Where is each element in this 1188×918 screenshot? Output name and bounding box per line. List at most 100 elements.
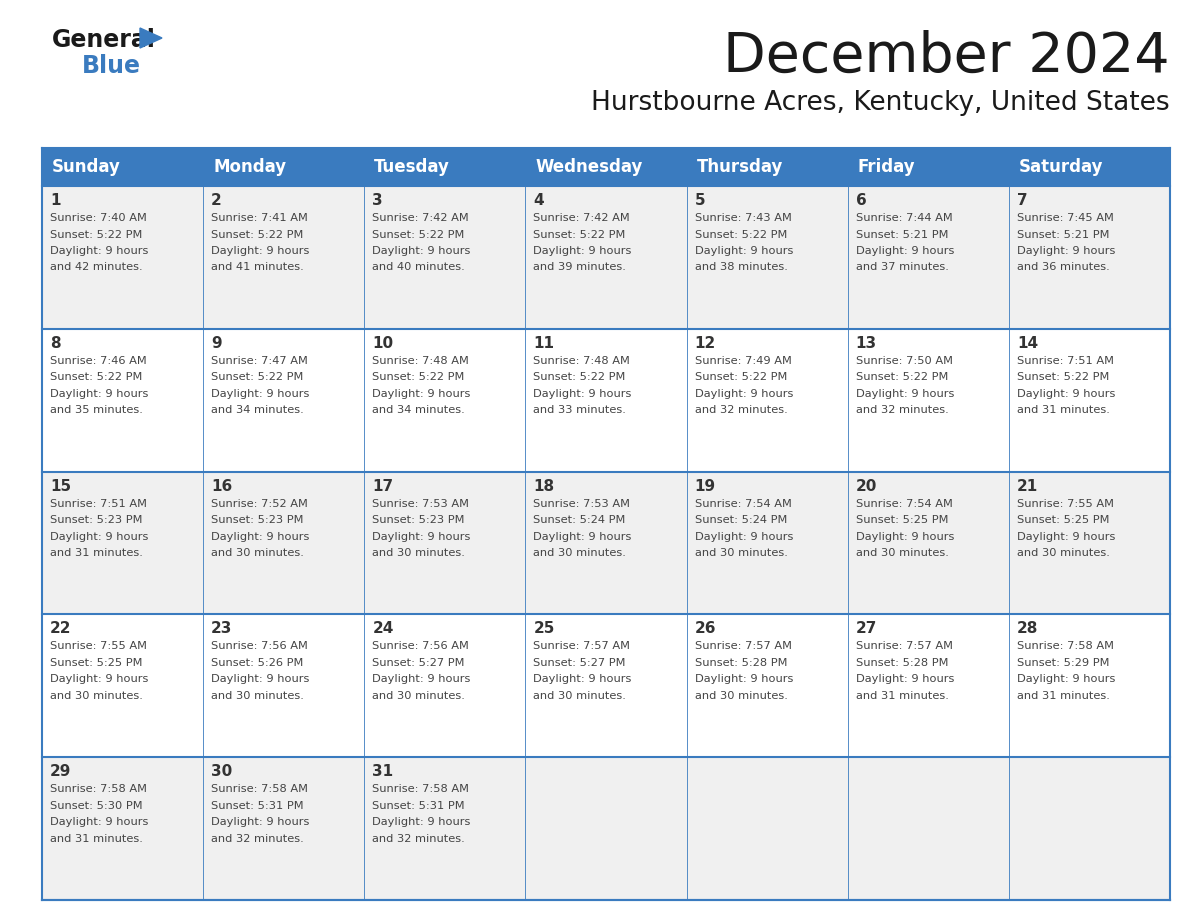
Text: Daylight: 9 hours: Daylight: 9 hours: [855, 532, 954, 542]
Text: Sunrise: 7:55 AM: Sunrise: 7:55 AM: [50, 642, 147, 652]
Text: and 31 minutes.: and 31 minutes.: [50, 548, 143, 558]
Text: 7: 7: [1017, 193, 1028, 208]
Text: Daylight: 9 hours: Daylight: 9 hours: [50, 817, 148, 827]
Text: Daylight: 9 hours: Daylight: 9 hours: [533, 675, 632, 685]
Text: and 30 minutes.: and 30 minutes.: [695, 691, 788, 701]
Text: 5: 5: [695, 193, 706, 208]
Text: Daylight: 9 hours: Daylight: 9 hours: [50, 675, 148, 685]
Text: Daylight: 9 hours: Daylight: 9 hours: [533, 532, 632, 542]
Text: Sunday: Sunday: [52, 158, 121, 176]
Text: and 30 minutes.: and 30 minutes.: [1017, 548, 1110, 558]
Text: Sunset: 5:25 PM: Sunset: 5:25 PM: [50, 658, 143, 668]
Text: and 31 minutes.: and 31 minutes.: [1017, 691, 1110, 701]
Text: Sunset: 5:27 PM: Sunset: 5:27 PM: [533, 658, 626, 668]
Text: and 41 minutes.: and 41 minutes.: [211, 263, 304, 273]
Text: and 35 minutes.: and 35 minutes.: [50, 406, 143, 415]
Polygon shape: [140, 28, 162, 48]
Text: Sunrise: 7:53 AM: Sunrise: 7:53 AM: [533, 498, 631, 509]
Text: Sunrise: 7:42 AM: Sunrise: 7:42 AM: [533, 213, 630, 223]
Text: and 36 minutes.: and 36 minutes.: [1017, 263, 1110, 273]
Text: Sunrise: 7:57 AM: Sunrise: 7:57 AM: [695, 642, 791, 652]
Text: Sunset: 5:22 PM: Sunset: 5:22 PM: [50, 230, 143, 240]
Text: and 30 minutes.: and 30 minutes.: [211, 691, 304, 701]
Text: 31: 31: [372, 764, 393, 779]
Text: and 31 minutes.: and 31 minutes.: [50, 834, 143, 844]
Text: and 30 minutes.: and 30 minutes.: [533, 548, 626, 558]
Text: 22: 22: [50, 621, 71, 636]
Text: Sunrise: 7:54 AM: Sunrise: 7:54 AM: [695, 498, 791, 509]
Text: Sunrise: 7:50 AM: Sunrise: 7:50 AM: [855, 356, 953, 365]
Bar: [42, 329, 1170, 472]
Text: 27: 27: [855, 621, 877, 636]
Text: 2: 2: [211, 193, 222, 208]
Text: 23: 23: [211, 621, 233, 636]
Text: Hurstbourne Acres, Kentucky, United States: Hurstbourne Acres, Kentucky, United Stat…: [592, 90, 1170, 116]
Text: Daylight: 9 hours: Daylight: 9 hours: [50, 389, 148, 398]
Text: Sunrise: 7:51 AM: Sunrise: 7:51 AM: [1017, 356, 1114, 365]
Text: Sunrise: 7:57 AM: Sunrise: 7:57 AM: [533, 642, 631, 652]
Text: Sunset: 5:26 PM: Sunset: 5:26 PM: [211, 658, 303, 668]
Text: Sunrise: 7:54 AM: Sunrise: 7:54 AM: [855, 498, 953, 509]
Text: Sunset: 5:23 PM: Sunset: 5:23 PM: [50, 515, 143, 525]
Text: Daylight: 9 hours: Daylight: 9 hours: [372, 246, 470, 256]
Text: and 38 minutes.: and 38 minutes.: [695, 263, 788, 273]
Text: Sunrise: 7:58 AM: Sunrise: 7:58 AM: [372, 784, 469, 794]
Text: 24: 24: [372, 621, 393, 636]
Text: 15: 15: [50, 478, 71, 494]
Text: Daylight: 9 hours: Daylight: 9 hours: [50, 532, 148, 542]
Text: Sunrise: 7:40 AM: Sunrise: 7:40 AM: [50, 213, 147, 223]
Text: and 32 minutes.: and 32 minutes.: [695, 406, 788, 415]
Text: 3: 3: [372, 193, 383, 208]
Text: Sunset: 5:23 PM: Sunset: 5:23 PM: [211, 515, 304, 525]
Text: and 33 minutes.: and 33 minutes.: [533, 406, 626, 415]
Text: 13: 13: [855, 336, 877, 351]
Text: Sunrise: 7:47 AM: Sunrise: 7:47 AM: [211, 356, 308, 365]
Text: and 39 minutes.: and 39 minutes.: [533, 263, 626, 273]
Text: Sunrise: 7:52 AM: Sunrise: 7:52 AM: [211, 498, 308, 509]
Text: and 34 minutes.: and 34 minutes.: [372, 406, 465, 415]
Text: 11: 11: [533, 336, 555, 351]
Bar: [42, 186, 1170, 329]
Text: Sunset: 5:22 PM: Sunset: 5:22 PM: [855, 373, 948, 382]
Text: Daylight: 9 hours: Daylight: 9 hours: [695, 675, 792, 685]
Text: Sunset: 5:22 PM: Sunset: 5:22 PM: [695, 373, 786, 382]
Text: Sunrise: 7:49 AM: Sunrise: 7:49 AM: [695, 356, 791, 365]
Text: Sunrise: 7:51 AM: Sunrise: 7:51 AM: [50, 498, 147, 509]
Text: Tuesday: Tuesday: [374, 158, 450, 176]
Text: and 30 minutes.: and 30 minutes.: [855, 548, 948, 558]
Text: Daylight: 9 hours: Daylight: 9 hours: [1017, 389, 1116, 398]
Bar: [42, 472, 1170, 614]
Text: Daylight: 9 hours: Daylight: 9 hours: [855, 389, 954, 398]
Text: Sunset: 5:21 PM: Sunset: 5:21 PM: [855, 230, 948, 240]
Text: Sunset: 5:30 PM: Sunset: 5:30 PM: [50, 800, 143, 811]
Text: and 32 minutes.: and 32 minutes.: [855, 406, 948, 415]
Text: 16: 16: [211, 478, 233, 494]
Text: Sunrise: 7:41 AM: Sunrise: 7:41 AM: [211, 213, 308, 223]
Text: Blue: Blue: [82, 54, 141, 78]
Text: Sunset: 5:24 PM: Sunset: 5:24 PM: [695, 515, 786, 525]
Text: Sunrise: 7:56 AM: Sunrise: 7:56 AM: [211, 642, 308, 652]
Text: Daylight: 9 hours: Daylight: 9 hours: [1017, 675, 1116, 685]
Text: Sunset: 5:22 PM: Sunset: 5:22 PM: [533, 230, 626, 240]
Text: and 30 minutes.: and 30 minutes.: [372, 691, 466, 701]
Text: 20: 20: [855, 478, 877, 494]
Text: and 32 minutes.: and 32 minutes.: [211, 834, 304, 844]
Text: 26: 26: [695, 621, 716, 636]
Text: 17: 17: [372, 478, 393, 494]
Text: Daylight: 9 hours: Daylight: 9 hours: [211, 532, 310, 542]
Text: Sunset: 5:22 PM: Sunset: 5:22 PM: [695, 230, 786, 240]
Text: Sunrise: 7:57 AM: Sunrise: 7:57 AM: [855, 642, 953, 652]
Text: Sunset: 5:23 PM: Sunset: 5:23 PM: [372, 515, 465, 525]
Text: Sunrise: 7:53 AM: Sunrise: 7:53 AM: [372, 498, 469, 509]
Text: Friday: Friday: [858, 158, 915, 176]
Text: and 40 minutes.: and 40 minutes.: [372, 263, 465, 273]
Text: 8: 8: [50, 336, 61, 351]
Text: Sunrise: 7:44 AM: Sunrise: 7:44 AM: [855, 213, 953, 223]
Text: and 30 minutes.: and 30 minutes.: [533, 691, 626, 701]
Text: Sunrise: 7:58 AM: Sunrise: 7:58 AM: [1017, 642, 1114, 652]
Text: Daylight: 9 hours: Daylight: 9 hours: [211, 817, 310, 827]
Text: Wednesday: Wednesday: [536, 158, 643, 176]
Text: General: General: [52, 28, 156, 52]
Text: and 30 minutes.: and 30 minutes.: [695, 548, 788, 558]
Text: 29: 29: [50, 764, 71, 779]
